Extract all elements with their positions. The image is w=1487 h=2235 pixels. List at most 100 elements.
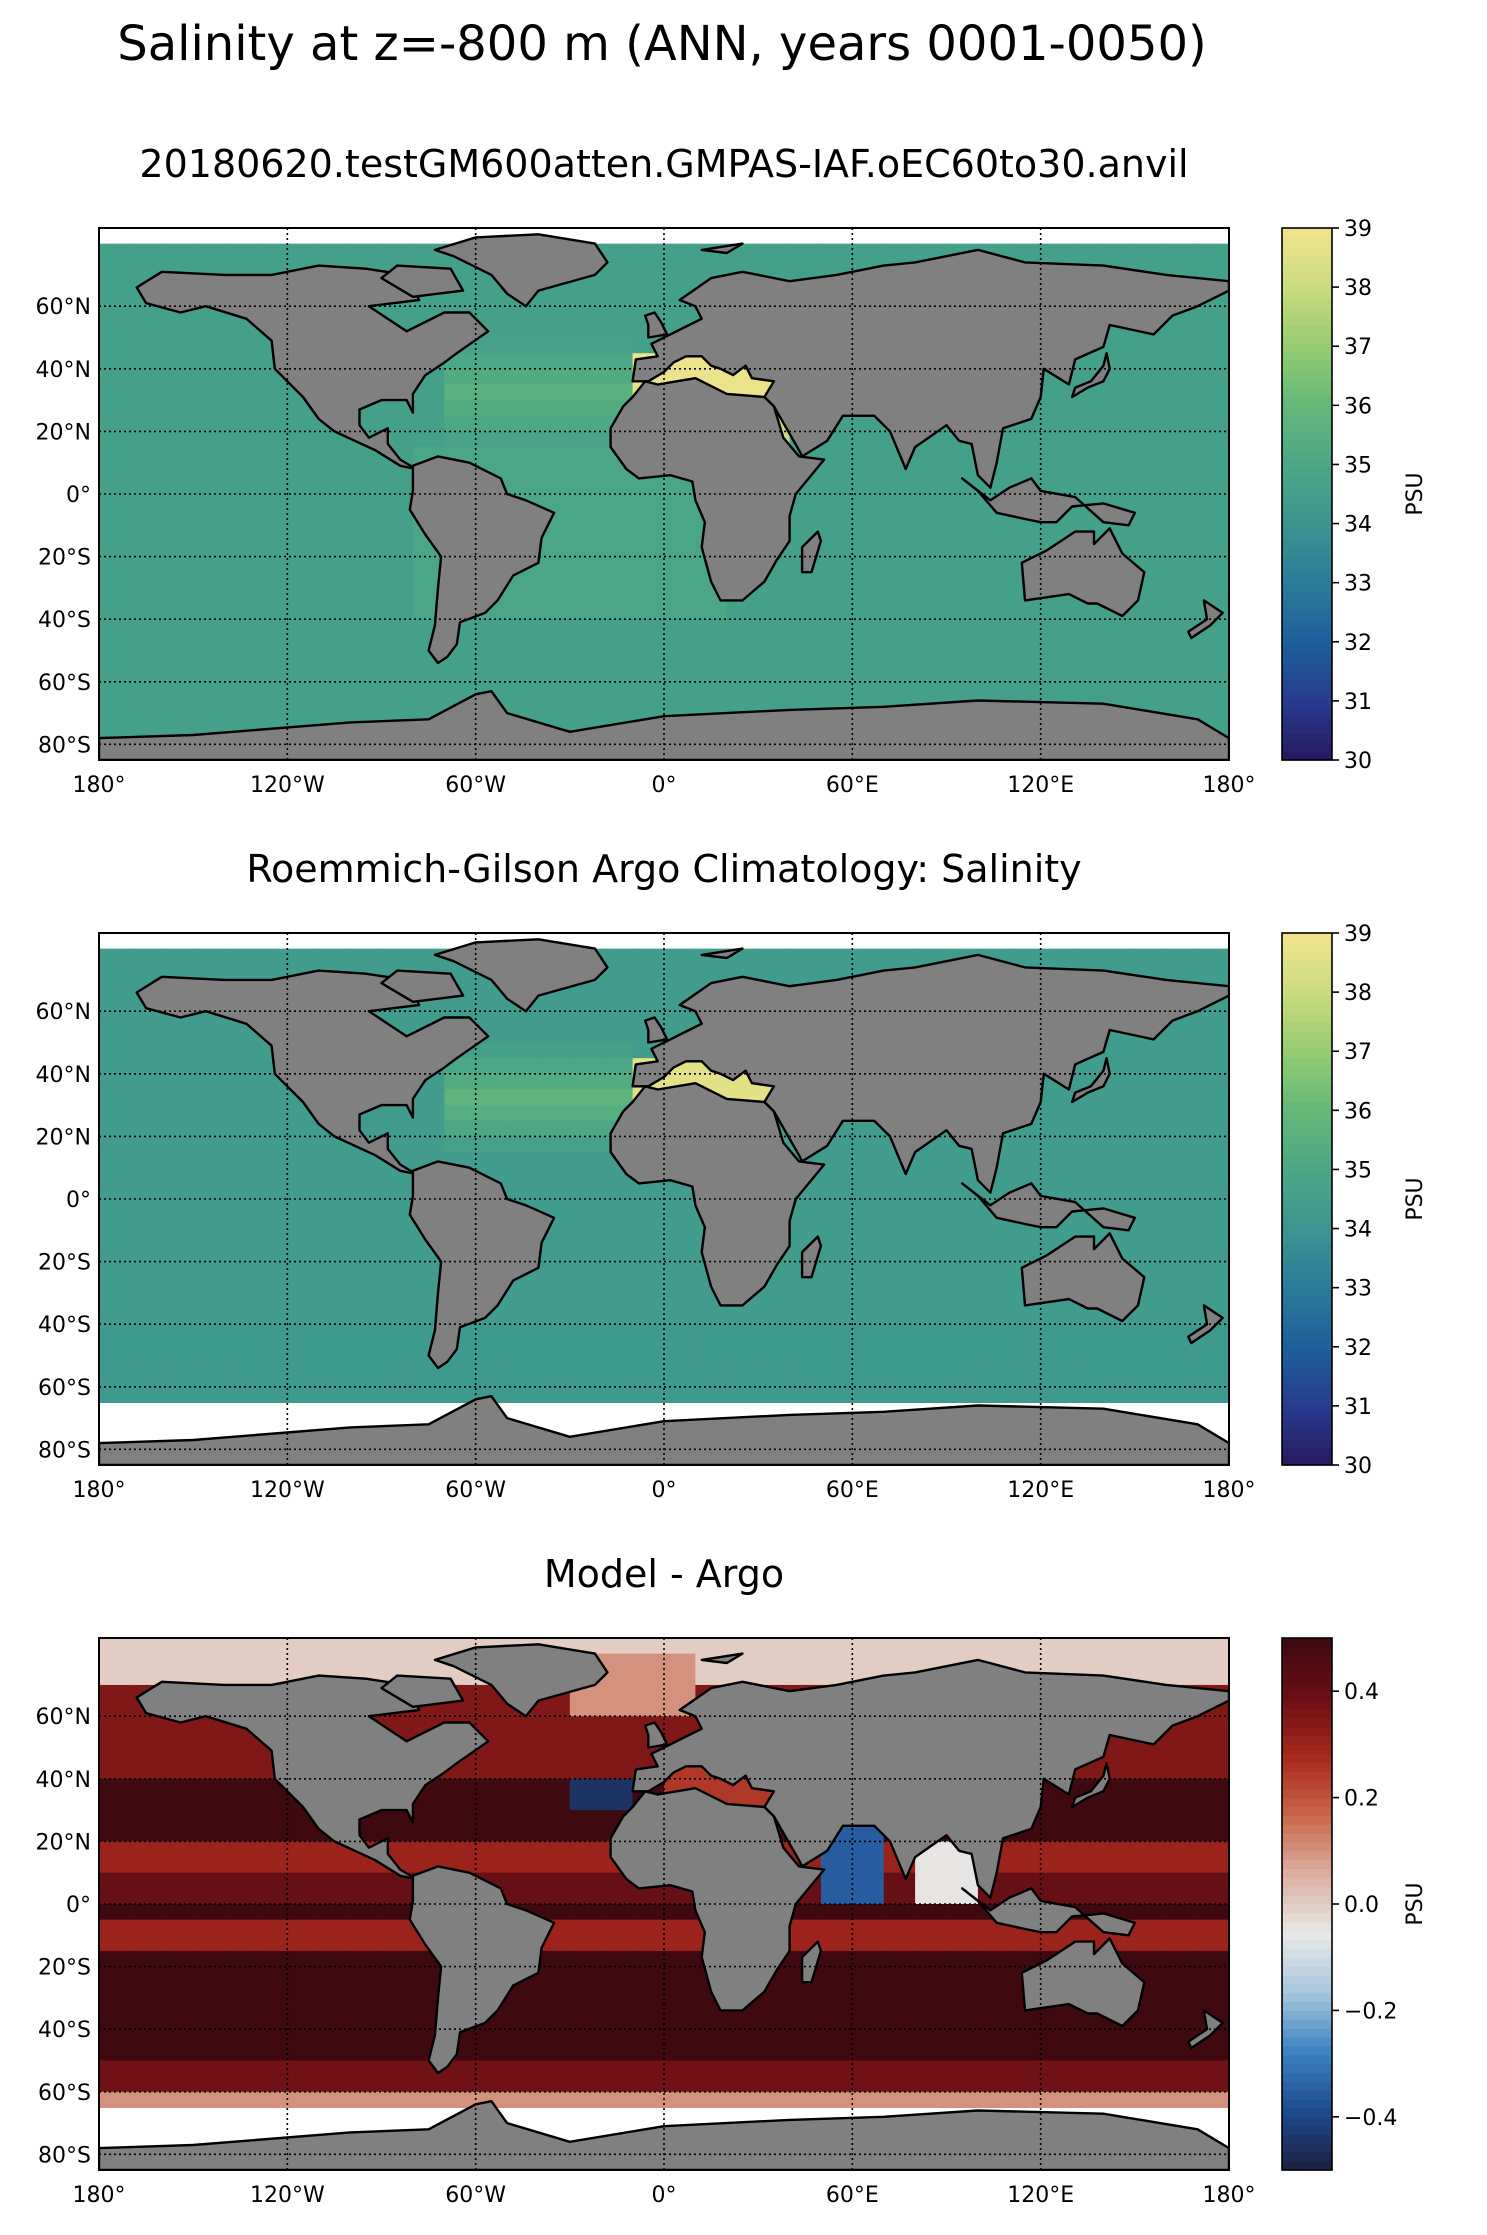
ocean-cell bbox=[381, 1105, 414, 1122]
ocean-cell bbox=[318, 1261, 351, 1278]
ocean-cell bbox=[883, 494, 916, 511]
ocean-cell bbox=[287, 1183, 320, 1200]
ocean-cell bbox=[1134, 2076, 1167, 2093]
ocean-cell bbox=[1103, 1638, 1136, 1655]
ocean-cell bbox=[758, 1638, 791, 1655]
ocean-cell bbox=[632, 1935, 665, 1952]
ocean-cell bbox=[915, 1386, 948, 1404]
colorbar-segment bbox=[1282, 343, 1332, 353]
ocean-cell bbox=[695, 1324, 728, 1341]
ocean-cell bbox=[412, 1982, 445, 1999]
landmass-greenland bbox=[433, 938, 609, 1013]
colorbar-segment bbox=[1282, 1323, 1332, 1333]
ocean-cell bbox=[161, 1026, 194, 1044]
colorbar-tick-label: 32 bbox=[1344, 1336, 1372, 1361]
ocean-cell bbox=[318, 1199, 351, 1216]
ocean-cell bbox=[664, 2044, 696, 2062]
ocean-cell bbox=[977, 2029, 1010, 2046]
ocean-cell bbox=[130, 619, 163, 636]
ocean-cell bbox=[193, 556, 226, 573]
landmass-australia bbox=[1020, 1937, 1146, 2028]
ocean-cell bbox=[915, 525, 948, 542]
ocean-cell bbox=[130, 2029, 163, 2046]
ocean-cell bbox=[381, 1982, 414, 1999]
ocean-cell bbox=[946, 1997, 979, 2015]
ocean-cell bbox=[130, 681, 163, 699]
ocean-cell bbox=[130, 697, 163, 714]
ocean-cell bbox=[946, 1277, 979, 1294]
ocean-cell bbox=[569, 2044, 602, 2062]
ocean-cell bbox=[946, 1261, 979, 1278]
ocean-cell bbox=[1166, 384, 1199, 401]
ocean-cell bbox=[507, 478, 540, 495]
ocean-cell bbox=[758, 1371, 791, 1388]
ocean-cell bbox=[664, 1308, 696, 1325]
ocean-cell bbox=[193, 1089, 226, 1106]
ocean-cell bbox=[569, 995, 602, 1012]
ocean-cell bbox=[820, 2029, 853, 2046]
ocean-cell bbox=[350, 619, 383, 636]
ocean-cell bbox=[758, 964, 791, 981]
ocean-cell bbox=[915, 462, 948, 479]
ocean-cell bbox=[601, 1308, 634, 1325]
ocean-cell bbox=[193, 1997, 226, 2015]
ocean-cell bbox=[883, 587, 916, 605]
ocean-cell bbox=[255, 1167, 288, 1184]
ocean-cell bbox=[946, 1152, 979, 1169]
ocean-cell bbox=[381, 572, 414, 589]
ocean-cell bbox=[632, 1324, 665, 1341]
ocean-cell bbox=[381, 2044, 414, 2062]
colorbar-tick-label: 38 bbox=[1344, 276, 1372, 301]
ocean-cell bbox=[475, 353, 508, 370]
colorbar-segment bbox=[1282, 1726, 1332, 1737]
ocean-cell bbox=[664, 1669, 696, 1686]
ocean-cell bbox=[695, 650, 728, 667]
ocean-cell bbox=[569, 603, 602, 620]
ocean-cell bbox=[130, 1888, 163, 1905]
ocean-cell bbox=[1103, 431, 1136, 448]
ocean-cell bbox=[99, 1841, 131, 1858]
ocean-cell bbox=[224, 353, 257, 370]
ocean-cell bbox=[161, 1245, 194, 1263]
ocean-cell bbox=[161, 447, 194, 464]
colorbar-segment bbox=[1282, 352, 1332, 362]
colorbar-segment bbox=[1282, 653, 1332, 664]
ocean-cell bbox=[758, 2029, 791, 2046]
ocean-cell bbox=[664, 2029, 696, 2046]
colorbar-segment bbox=[1282, 1128, 1332, 1138]
ocean-cell bbox=[789, 2013, 822, 2030]
ocean-cell bbox=[538, 619, 571, 636]
ocean-cell bbox=[601, 1183, 634, 1200]
ocean-cell bbox=[99, 462, 131, 479]
ocean-cell bbox=[852, 1308, 885, 1325]
ocean-cell bbox=[632, 1214, 665, 1231]
ocean-cell bbox=[1072, 2091, 1105, 2109]
ocean-cell bbox=[726, 2029, 759, 2046]
ocean-cell bbox=[381, 400, 414, 417]
ocean-cell bbox=[601, 1230, 634, 1247]
ocean-cell bbox=[1072, 666, 1105, 683]
ocean-cell bbox=[99, 1105, 131, 1122]
ocean-cell bbox=[161, 431, 194, 448]
ocean-cell bbox=[820, 478, 853, 495]
ocean-cell bbox=[255, 1653, 288, 1670]
ocean-cell bbox=[820, 2060, 853, 2077]
ocean-cell bbox=[161, 650, 194, 667]
ocean-cell bbox=[852, 1857, 885, 1874]
ocean-cell bbox=[99, 1324, 131, 1341]
ocean-cell bbox=[852, 540, 885, 558]
ocean-cell bbox=[161, 1324, 194, 1341]
colorbar-segment bbox=[1282, 1868, 1332, 1878]
colorbar-segment bbox=[1282, 986, 1332, 996]
ocean-cell bbox=[224, 2013, 257, 2030]
ocean-cell bbox=[318, 494, 351, 511]
ocean-cell bbox=[318, 666, 351, 683]
ocean-cell bbox=[350, 447, 383, 464]
ocean-cell bbox=[883, 681, 916, 699]
colorbar-segment bbox=[1282, 706, 1332, 717]
ocean-cell bbox=[538, 1763, 571, 1780]
ocean-cell bbox=[99, 1982, 131, 1999]
ocean-cell bbox=[1197, 415, 1229, 433]
ocean-cell bbox=[946, 1167, 979, 1184]
ocean-cell bbox=[538, 415, 571, 433]
